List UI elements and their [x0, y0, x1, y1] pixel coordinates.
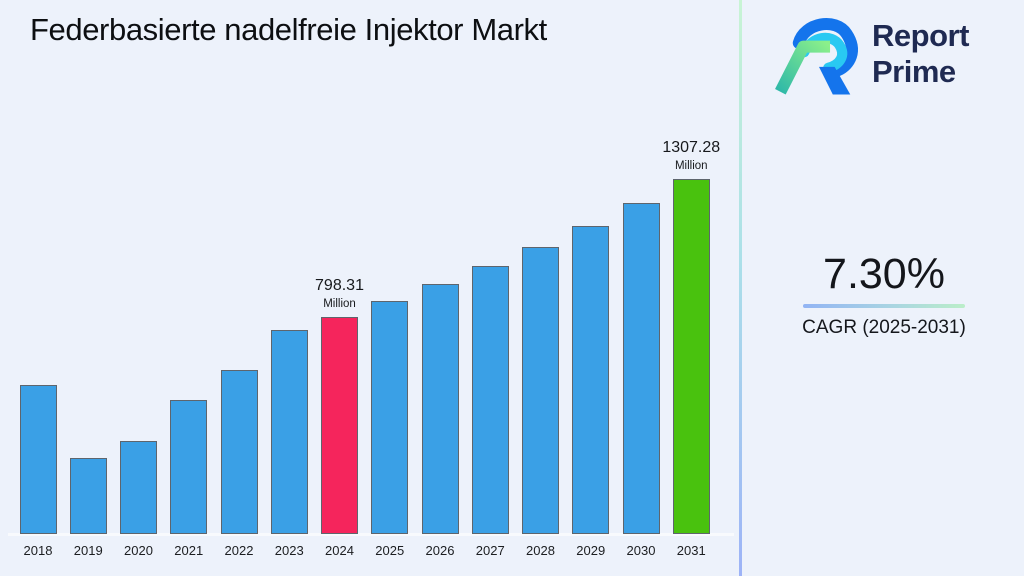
x-tick-2028: 2028 [526, 543, 555, 558]
x-tick-2031: 2031 [676, 543, 706, 558]
bar-2028 [522, 247, 559, 534]
report-prime-logo-icon [775, 18, 858, 95]
cagr-underline [803, 304, 965, 308]
x-tick-2029: 2029 [576, 543, 606, 558]
bar-2024 [321, 317, 358, 534]
cagr-value: 7.30% [823, 250, 945, 298]
bar-2020 [120, 441, 157, 534]
bar-2026 [421, 284, 459, 534]
data-label-2024: 798.31 Million [315, 277, 364, 310]
x-tick-2023: 2023 [274, 543, 304, 558]
bar-2027 [471, 266, 509, 534]
data-label-2031: 1307.28 Million [662, 139, 721, 172]
bar-2025 [371, 301, 409, 534]
bar-2030 [622, 203, 660, 534]
bar-2021 [170, 400, 208, 534]
bar-2031 [672, 179, 710, 534]
brand-logo: Report Prime [772, 8, 969, 100]
bar-2019 [69, 458, 107, 534]
bar-chart: 2018 2019 2020 2021 2022 2023 2024 798.31 Millio… [8, 139, 734, 558]
brand-name: Report Prime [872, 18, 969, 90]
x-tick-2026: 2026 [425, 543, 455, 558]
cagr-caption: CAGR (2025-2031) [802, 317, 966, 338]
bar-2018 [19, 385, 57, 534]
bar-2029 [572, 226, 610, 534]
x-tick-2027: 2027 [475, 543, 505, 558]
bar-2023 [270, 330, 308, 534]
page-title: Federbasierte nadelfreie Injektor Markt [30, 12, 547, 47]
x-tick-2021: 2021 [174, 543, 204, 558]
x-axis-line [8, 533, 734, 536]
x-tick-2020: 2020 [124, 543, 153, 558]
x-tick-2018: 2018 [23, 543, 53, 558]
x-tick-2024: 2024 [325, 543, 354, 558]
x-tick-2022: 2022 [224, 543, 254, 558]
brand-name-line2: Prime [872, 54, 956, 89]
cagr-panel: 7.30% CAGR (2025-2031) [756, 250, 1012, 339]
brand-name-line1: Report [872, 18, 969, 53]
x-tick-2030: 2030 [626, 543, 656, 558]
bar-2022 [220, 370, 258, 534]
x-tick-2019: 2019 [73, 543, 103, 558]
x-tick-2025: 2025 [375, 543, 405, 558]
vertical-divider [739, 0, 742, 576]
